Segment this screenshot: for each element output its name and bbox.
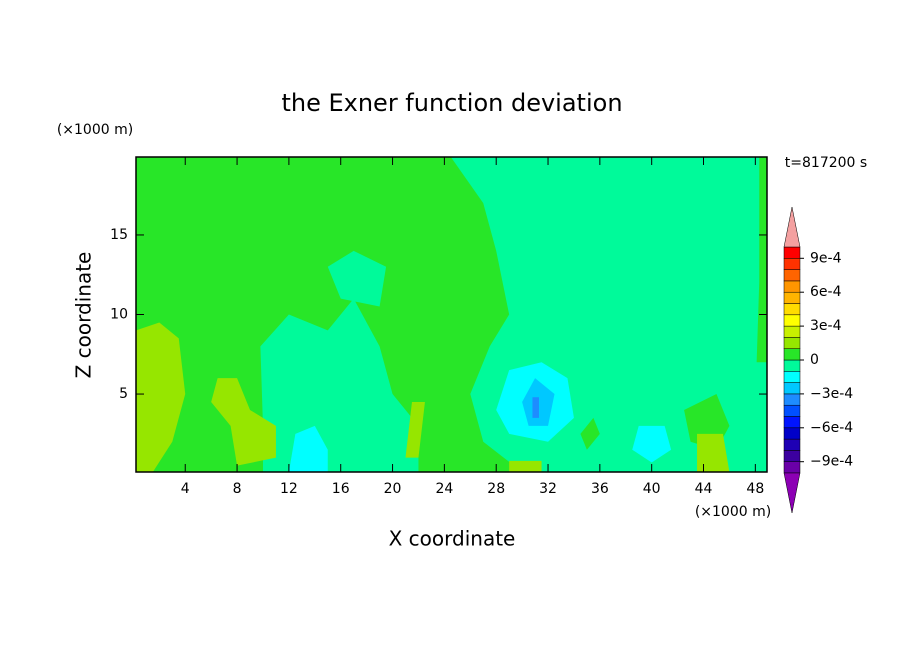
x-unit: (×1000 m) [695,504,771,520]
contour-region [632,425,672,463]
colorbar-band [783,359,801,372]
colorbar-band [783,269,801,282]
y-tick-label: 15 [110,227,128,243]
x-tick-label: 48 [746,481,764,497]
x-tick-label: 4 [181,481,190,497]
colorbar-band [783,246,801,259]
contour-region [532,397,539,418]
x-tick-label: 24 [435,481,453,497]
contour-region [136,322,186,472]
colorbar-band [783,371,801,383]
colorbar-tick-label: 9e-4 [810,250,842,266]
colorbar-band [783,337,801,349]
colorbar-band [783,450,801,462]
colorbar-band [783,461,801,474]
colorbar-band [783,427,801,440]
x-tick-label: 36 [591,481,609,497]
y-tick-label: 10 [110,307,128,323]
colorbar-tick-label: 3e-4 [810,318,842,334]
colorbar-over [783,206,801,248]
contour-region [288,425,328,472]
chart-title: the Exner function deviation [281,89,622,117]
x-tick-label: 44 [695,481,713,497]
x-tick-label: 28 [487,481,505,497]
y-axis-label: Z coordinate [72,252,96,379]
colorbar-band [783,325,801,338]
x-tick-label: 12 [280,481,298,497]
colorbar-band [783,348,801,361]
contour-region [211,378,276,466]
contour-region [756,157,767,363]
x-tick-label: 20 [384,481,402,497]
colorbar-band [783,303,801,316]
contour-region [580,417,600,450]
colorbar-band [783,416,801,429]
y-tick-label: 5 [119,386,128,402]
x-axis-label: X coordinate [389,527,516,551]
x-tick-label: 16 [332,481,350,497]
contour-field [136,157,767,472]
x-tick-label: 32 [539,481,557,497]
colorbar-band [783,314,801,327]
colorbar-band [783,393,801,406]
colorbar-band [783,291,801,304]
colorbar-band [783,404,801,417]
colorbar-band [783,280,801,293]
contour-region [509,460,542,472]
time-label: t=817200 s [785,155,867,171]
colorbar-tick-label: −6e-4 [810,420,853,436]
colorbar-tick-label: −3e-4 [810,386,853,402]
y-unit: (×1000 m) [57,122,133,138]
colorbar-tick-label: 0 [810,352,819,368]
colorbar-tick-label: 6e-4 [810,284,842,300]
colorbar-band [783,382,801,395]
x-tick-label: 40 [643,481,661,497]
colorbar-under [783,472,801,514]
colorbar-band [783,258,801,270]
colorbar-tick-label: −9e-4 [810,454,853,470]
colorbar: 9e-4 6e-4 3e-4 0 −3e-4 −6e-4 −9e-4 [783,206,853,514]
x-tick-label: 8 [233,481,242,497]
colorbar-band [783,438,801,451]
contour-region [697,433,730,472]
contour-region [260,298,419,472]
contour-region [327,250,387,307]
contour-region [405,402,425,458]
